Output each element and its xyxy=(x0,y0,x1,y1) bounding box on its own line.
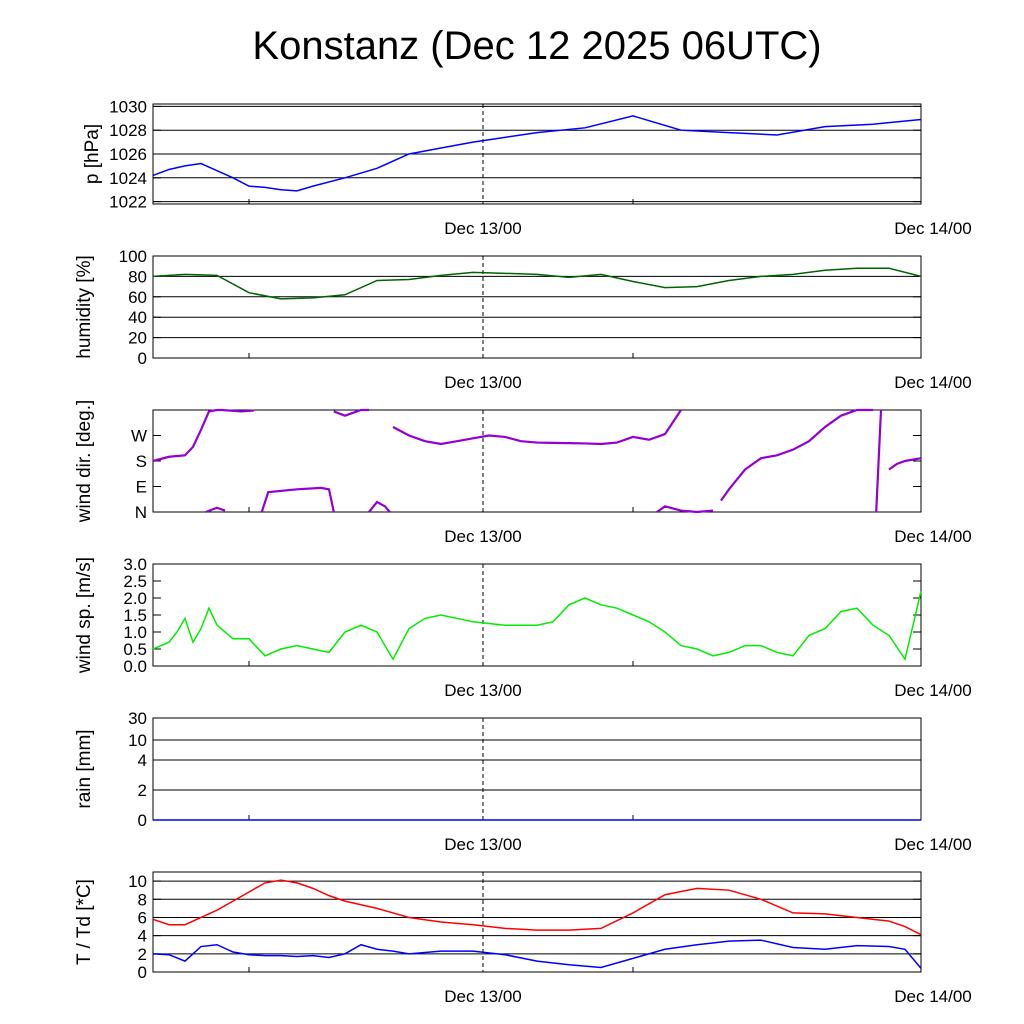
x-tick-label: Dec 13/00 xyxy=(444,373,522,392)
y-tick-label: 1030 xyxy=(109,97,147,116)
y-tick-label: 0.0 xyxy=(123,657,147,676)
x-tick-label: Dec 13/00 xyxy=(444,219,522,238)
y-axis-label: rain [mm] xyxy=(74,729,95,808)
plot-frame xyxy=(152,255,922,359)
y-tick-label: 2.0 xyxy=(123,589,147,608)
y-tick-label: 30 xyxy=(128,709,147,728)
y-axis-label: wind sp. [m/s] xyxy=(74,557,95,674)
x-tick-label: Dec 13/00 xyxy=(444,835,522,854)
series-line xyxy=(152,591,922,662)
y-tick-label: 1024 xyxy=(109,169,147,188)
series-line xyxy=(152,879,922,936)
series-line xyxy=(875,409,883,513)
series-line xyxy=(221,408,254,413)
y-tick-label: 2 xyxy=(138,781,147,800)
y-tick-label: 6 xyxy=(138,908,147,927)
y-tick-label: 20 xyxy=(128,329,147,348)
y-tick-label: 40 xyxy=(128,308,147,327)
y-tick-label: 2 xyxy=(138,945,147,964)
series-line xyxy=(152,115,922,192)
y-tick-label: 60 xyxy=(128,288,147,307)
y-tick-label: S xyxy=(136,452,147,471)
series-line xyxy=(260,486,335,513)
series-line xyxy=(368,500,391,513)
y-tick-label: 8 xyxy=(138,890,147,909)
series-line xyxy=(152,408,222,463)
x-tick-label: Dec 14/00 xyxy=(894,527,972,546)
x-tick-label: Dec 14/00 xyxy=(894,219,972,238)
series-line xyxy=(152,939,922,969)
plot-frame xyxy=(152,871,922,973)
y-tick-label: 80 xyxy=(128,267,147,286)
y-tick-label: 2.5 xyxy=(123,572,147,591)
y-tick-label: N xyxy=(135,503,147,522)
y-axis-label: humidity [%] xyxy=(74,255,95,358)
x-tick-label: Dec 14/00 xyxy=(894,373,972,392)
y-tick-label: 1.0 xyxy=(123,623,147,642)
series-line xyxy=(656,505,714,514)
y-tick-label: E xyxy=(136,478,147,497)
y-axis-label: T / Td [*C] xyxy=(74,879,95,965)
y-tick-label: 1028 xyxy=(109,121,147,140)
y-tick-label: 10 xyxy=(128,731,147,750)
plot-frame xyxy=(152,409,922,513)
x-tick-label: Dec 14/00 xyxy=(894,987,972,1006)
plot-frame xyxy=(152,717,922,821)
series-line xyxy=(152,267,922,300)
series-line xyxy=(392,409,682,446)
x-tick-label: Dec 13/00 xyxy=(444,681,522,700)
plot-frame xyxy=(152,563,922,667)
y-tick-label: 0 xyxy=(138,349,147,368)
x-tick-label: Dec 14/00 xyxy=(894,835,972,854)
y-tick-label: 1022 xyxy=(109,193,147,212)
y-tick-label: 1.5 xyxy=(123,606,147,625)
x-tick-label: Dec 13/00 xyxy=(444,987,522,1006)
y-tick-label: 1026 xyxy=(109,145,147,164)
y-tick-label: 3.0 xyxy=(123,555,147,574)
series-line xyxy=(720,408,873,502)
x-tick-label: Dec 13/00 xyxy=(444,527,522,546)
y-axis-label: wind dir. [deg.] xyxy=(74,400,95,524)
y-tick-label: 4 xyxy=(138,927,147,946)
y-tick-label: 4 xyxy=(138,751,147,770)
y-tick-label: 100 xyxy=(119,247,147,266)
y-tick-label: 0.5 xyxy=(123,640,147,659)
y-tick-label: 10 xyxy=(128,872,147,891)
series-line xyxy=(333,408,369,417)
series-line xyxy=(205,506,226,514)
x-tick-label: Dec 14/00 xyxy=(894,681,972,700)
y-tick-label: 0 xyxy=(138,811,147,830)
series-line xyxy=(888,457,922,471)
y-tick-label: 0 xyxy=(138,963,147,982)
y-tick-label: W xyxy=(131,427,147,446)
page-title: Konstanz (Dec 12 2025 06UTC) xyxy=(252,24,822,68)
y-axis-label: p [hPa] xyxy=(82,124,103,184)
